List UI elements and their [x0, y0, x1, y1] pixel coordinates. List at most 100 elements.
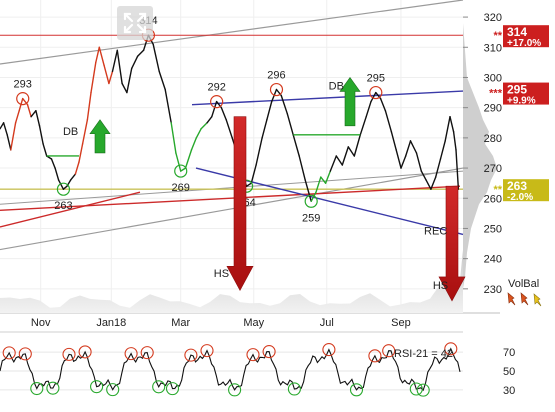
right-label-box — [503, 25, 549, 48]
price-segment — [179, 167, 187, 172]
price-segment — [250, 164, 257, 184]
price-segment — [329, 155, 337, 172]
price-segment — [170, 122, 177, 154]
price-segment — [266, 100, 273, 121]
pattern-arrows — [89, 76, 466, 302]
right-label-marker: *** — [489, 88, 503, 100]
price-segment — [54, 167, 60, 181]
price-segment — [103, 64, 110, 85]
volume-profile-path — [463, 23, 497, 289]
price-segment — [184, 149, 193, 169]
rsi-oversold-marker — [228, 383, 242, 397]
rsi-overbought-marker — [2, 346, 16, 360]
pattern-annotation: HS — [214, 268, 229, 280]
rsi-tick-label: 30 — [503, 385, 515, 397]
price-segment — [286, 112, 294, 136]
price-segment — [121, 82, 128, 94]
rsi-label: RSI-21 = 42 — [394, 348, 453, 360]
rsi-oversold-marker — [90, 380, 104, 394]
price-segment — [420, 170, 427, 181]
trough-label: 263 — [54, 200, 72, 212]
price-segment — [206, 115, 213, 124]
neckline-blue-upper — [191, 90, 464, 106]
peak-marker — [210, 95, 224, 109]
price-segment — [74, 161, 80, 175]
rsi-line — [0, 347, 461, 392]
right-label-value: 295 — [507, 83, 527, 97]
volume-area — [0, 250, 463, 313]
channel-upper-line-low — [0, 167, 464, 251]
y-tick-label: 240 — [484, 254, 502, 266]
price-segment — [395, 149, 402, 169]
hs-down-arrow-1 — [226, 116, 254, 291]
price-segment — [384, 109, 393, 133]
rsi-overbought-marker — [78, 345, 92, 359]
price-segment — [298, 155, 306, 181]
peak-marker — [369, 85, 383, 100]
peak-marker — [16, 92, 30, 106]
price-segment — [38, 125, 44, 145]
y-tick-label: 290 — [484, 103, 502, 115]
price-segment — [261, 118, 268, 139]
rsi-overbought-marker — [368, 349, 382, 363]
db-up-arrow-1 — [89, 119, 111, 154]
price-segment — [98, 46, 105, 67]
rsi-tick-label: 70 — [503, 347, 515, 359]
rsi-oversold-marker — [287, 382, 301, 396]
neckline-red — [0, 185, 461, 212]
price-segment — [341, 146, 349, 166]
price-segment — [452, 131, 457, 151]
price-segment — [35, 109, 41, 127]
price-segment — [130, 55, 139, 70]
x-axis: Nov Jan18 Mar May Jul Sep — [31, 317, 411, 329]
price-segment — [365, 100, 372, 118]
price-segment — [26, 103, 32, 118]
y-tick-label: 270 — [484, 163, 502, 175]
x-tick-label: May — [243, 317, 264, 329]
price-segment — [95, 46, 101, 64]
price-segment — [50, 158, 56, 169]
price-segment — [444, 115, 451, 142]
price-segment — [425, 179, 432, 190]
price-segment — [152, 43, 160, 73]
rsi-overbought-marker — [444, 342, 458, 356]
expand-arrows-icon[interactable] — [117, 6, 153, 40]
annotations: DB DB HS HS REC — [63, 81, 448, 292]
price-segment — [405, 140, 412, 157]
pattern-annotation: DB — [63, 126, 78, 138]
price-segment — [78, 143, 84, 163]
rsi-oversold-marker — [349, 383, 364, 397]
trough-marker — [56, 182, 71, 196]
price-segment — [220, 106, 227, 121]
price-segment — [6, 134, 12, 151]
price-segment — [200, 122, 208, 130]
price-segment — [57, 179, 65, 190]
price-segment — [211, 100, 218, 118]
volbal-label: VolBal — [508, 278, 539, 290]
price-segment — [0, 122, 5, 130]
rsi-oversold-marker — [416, 383, 430, 397]
rsi-overbought-marker — [382, 344, 396, 358]
rsi-oversold-marker — [30, 381, 44, 396]
rsi-overbought-marker — [184, 348, 198, 362]
price-segment — [292, 134, 300, 157]
right-label-value: 314 — [507, 25, 527, 39]
right-label-box — [503, 82, 549, 105]
price-segment — [195, 128, 202, 139]
price-segment — [225, 118, 233, 139]
volume-area-path — [0, 250, 463, 313]
price-segment — [86, 91, 92, 121]
price-segment — [324, 170, 331, 184]
price-segment — [315, 176, 322, 193]
db-up-arrow-2 — [339, 76, 361, 127]
rsi-oversold-marker — [106, 383, 120, 397]
price-segment — [400, 155, 407, 169]
price-segment — [255, 137, 263, 166]
x-tick-label: Jul — [320, 317, 334, 329]
peak-label: 292 — [207, 82, 225, 94]
y-tick-label: 300 — [484, 72, 502, 84]
price-segment — [335, 155, 343, 166]
rsi-panel: 30 50 70 RSI-21 = 42 — [0, 342, 515, 397]
price-segment — [439, 140, 446, 160]
